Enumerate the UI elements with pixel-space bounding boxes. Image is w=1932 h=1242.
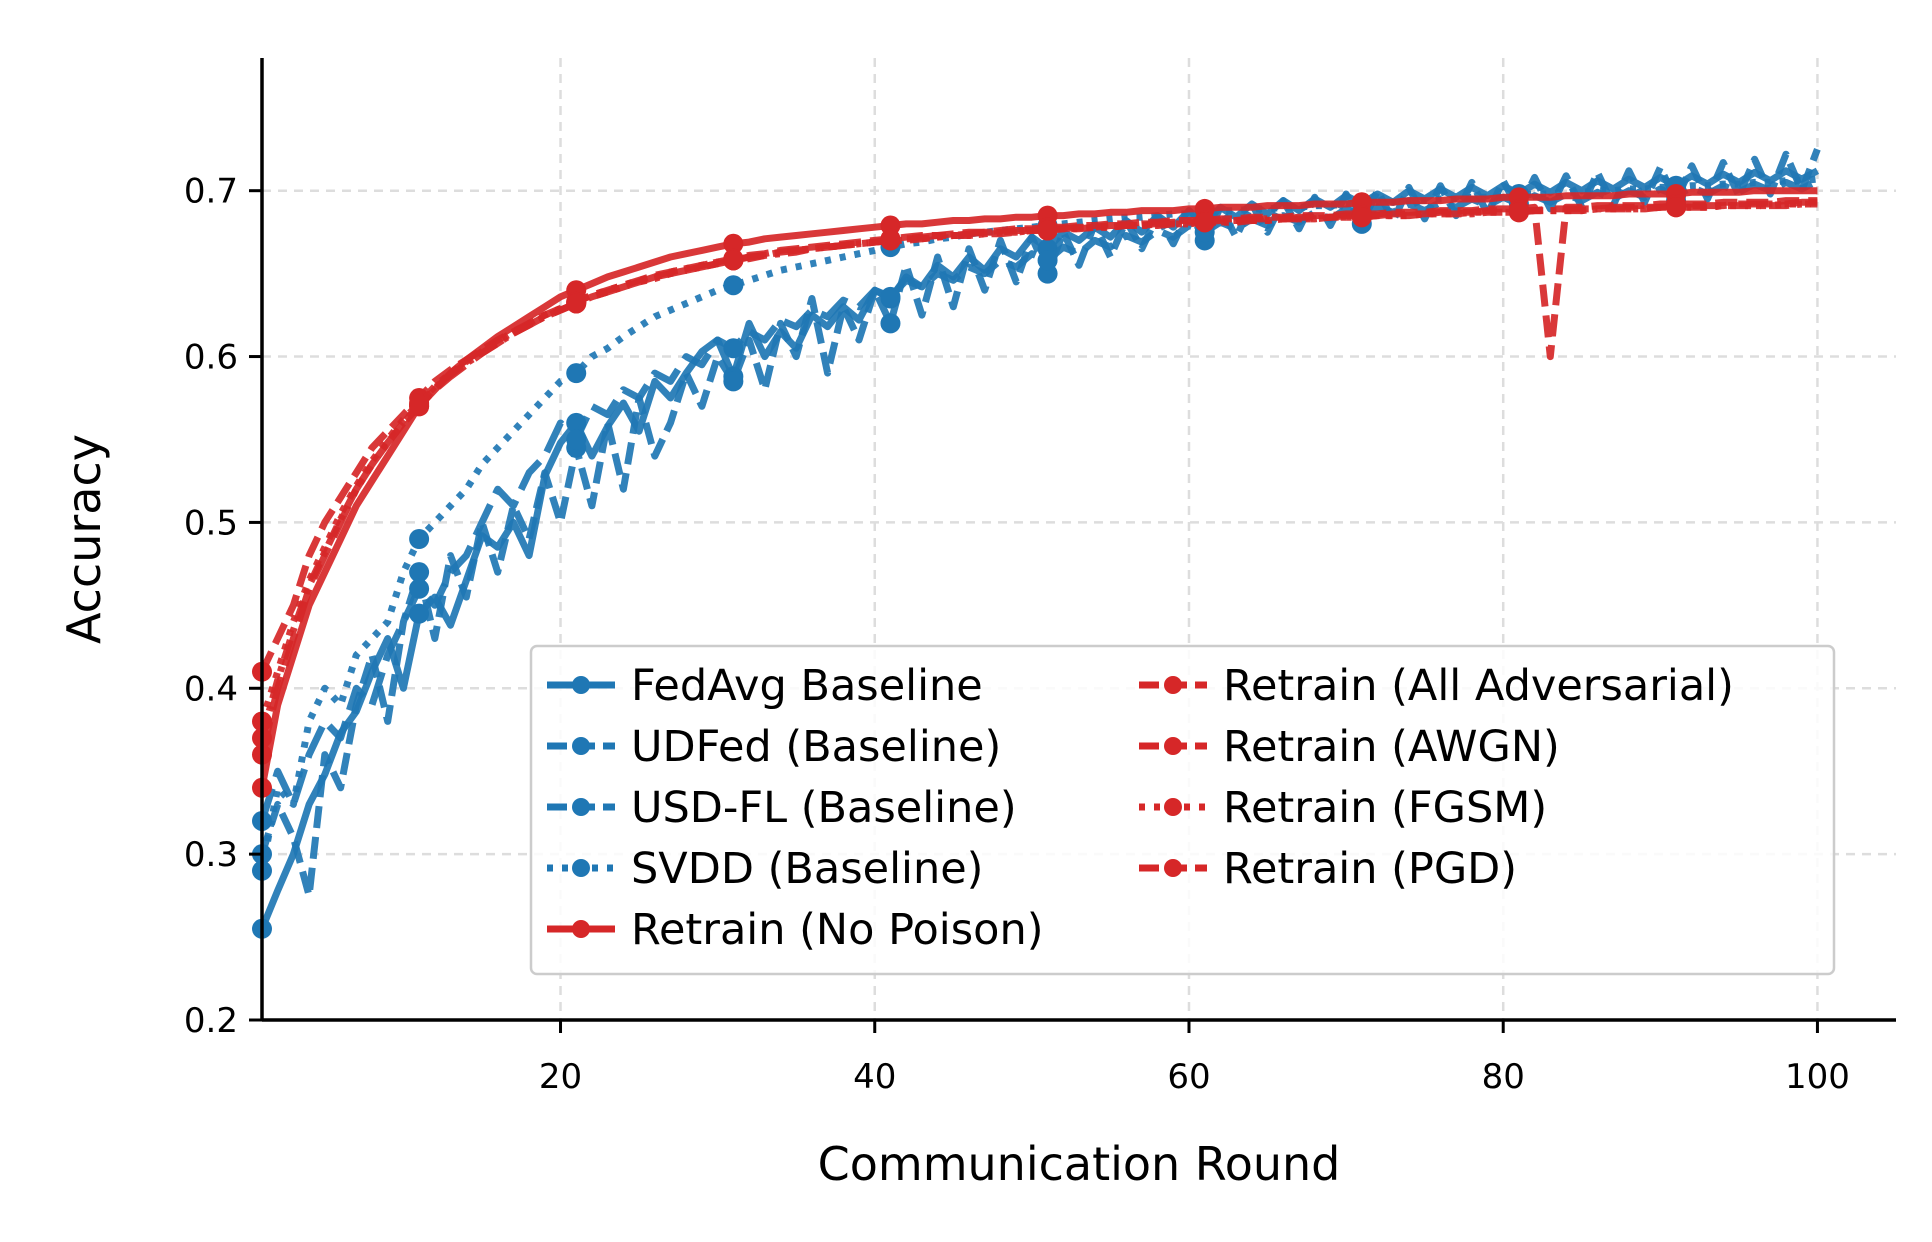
series-marker [1194, 212, 1215, 233]
y-tick-label: 0.3 [184, 835, 238, 875]
y-tick-label: 0.4 [184, 669, 238, 709]
series-marker [723, 338, 744, 359]
legend-label: Retrain (FGSM) [1223, 783, 1547, 833]
series-marker [566, 293, 587, 314]
legend-marker [572, 676, 590, 694]
legend-marker [572, 737, 590, 755]
series-marker [1037, 250, 1058, 271]
y-tick-label: 0.6 [184, 338, 238, 378]
series-marker [723, 275, 744, 296]
series-marker [409, 603, 430, 624]
series-marker [880, 230, 901, 251]
legend-marker [1164, 676, 1182, 694]
y-axis-label: Accuracy [57, 434, 111, 644]
legend-marker [572, 859, 590, 877]
series-marker [566, 429, 587, 450]
series-marker [409, 529, 430, 549]
legend-marker [1164, 859, 1182, 877]
series-marker [723, 371, 744, 392]
legend-label: Retrain (PGD) [1223, 844, 1517, 894]
axes [260, 58, 1896, 1022]
legend-label: USD-FL (Baseline) [631, 783, 1017, 833]
series-marker [880, 286, 901, 307]
legend-marker [1164, 798, 1182, 816]
series-marker [723, 250, 744, 271]
y-tick-label: 0.7 [184, 172, 238, 212]
legend-label: Retrain (No Poison) [631, 905, 1043, 955]
series-line-7 [258, 200, 1818, 723]
x-tick-label: 20 [539, 1057, 582, 1097]
x-tick-label: 100 [1785, 1057, 1850, 1097]
series-line-1 [258, 147, 1821, 900]
legend-marker [572, 920, 590, 938]
x-axis-label: Communication Round [818, 1137, 1341, 1191]
legend-label: SVDD (Baseline) [631, 844, 983, 894]
y-tick-label: 0.5 [184, 503, 238, 543]
legend: FedAvg Baseline UDFed (Baseline) USD-FL (B… [529, 644, 1836, 976]
legend-label: Retrain (All Adversarial) [1223, 661, 1734, 711]
series-marker [566, 363, 587, 384]
legend-marker [572, 798, 590, 816]
series-marker [409, 394, 430, 415]
series-lines [252, 147, 1821, 939]
series-marker [1508, 202, 1529, 223]
series-marker [409, 578, 430, 599]
y-tick-label: 0.2 [184, 1001, 238, 1041]
series-marker [723, 233, 744, 254]
legend-label: Retrain (AWGN) [1223, 722, 1560, 772]
series-marker [1666, 197, 1687, 218]
series-marker [1037, 220, 1058, 241]
legend-label: FedAvg Baseline [631, 661, 983, 711]
x-tick-label: 60 [1167, 1057, 1210, 1097]
x-tick-label: 80 [1482, 1057, 1525, 1097]
series-marker [409, 562, 430, 583]
axis-ticks: 20 40 60 80 100 0.2 0.3 0.4 0.5 0.6 0.7 [184, 172, 1850, 1097]
legend-frame [529, 644, 1836, 976]
legend-label: UDFed (Baseline) [631, 722, 1001, 772]
series-marker [880, 313, 901, 334]
x-tick-label: 40 [853, 1057, 896, 1097]
series-marker [1351, 207, 1372, 228]
legend-marker [1164, 737, 1182, 755]
